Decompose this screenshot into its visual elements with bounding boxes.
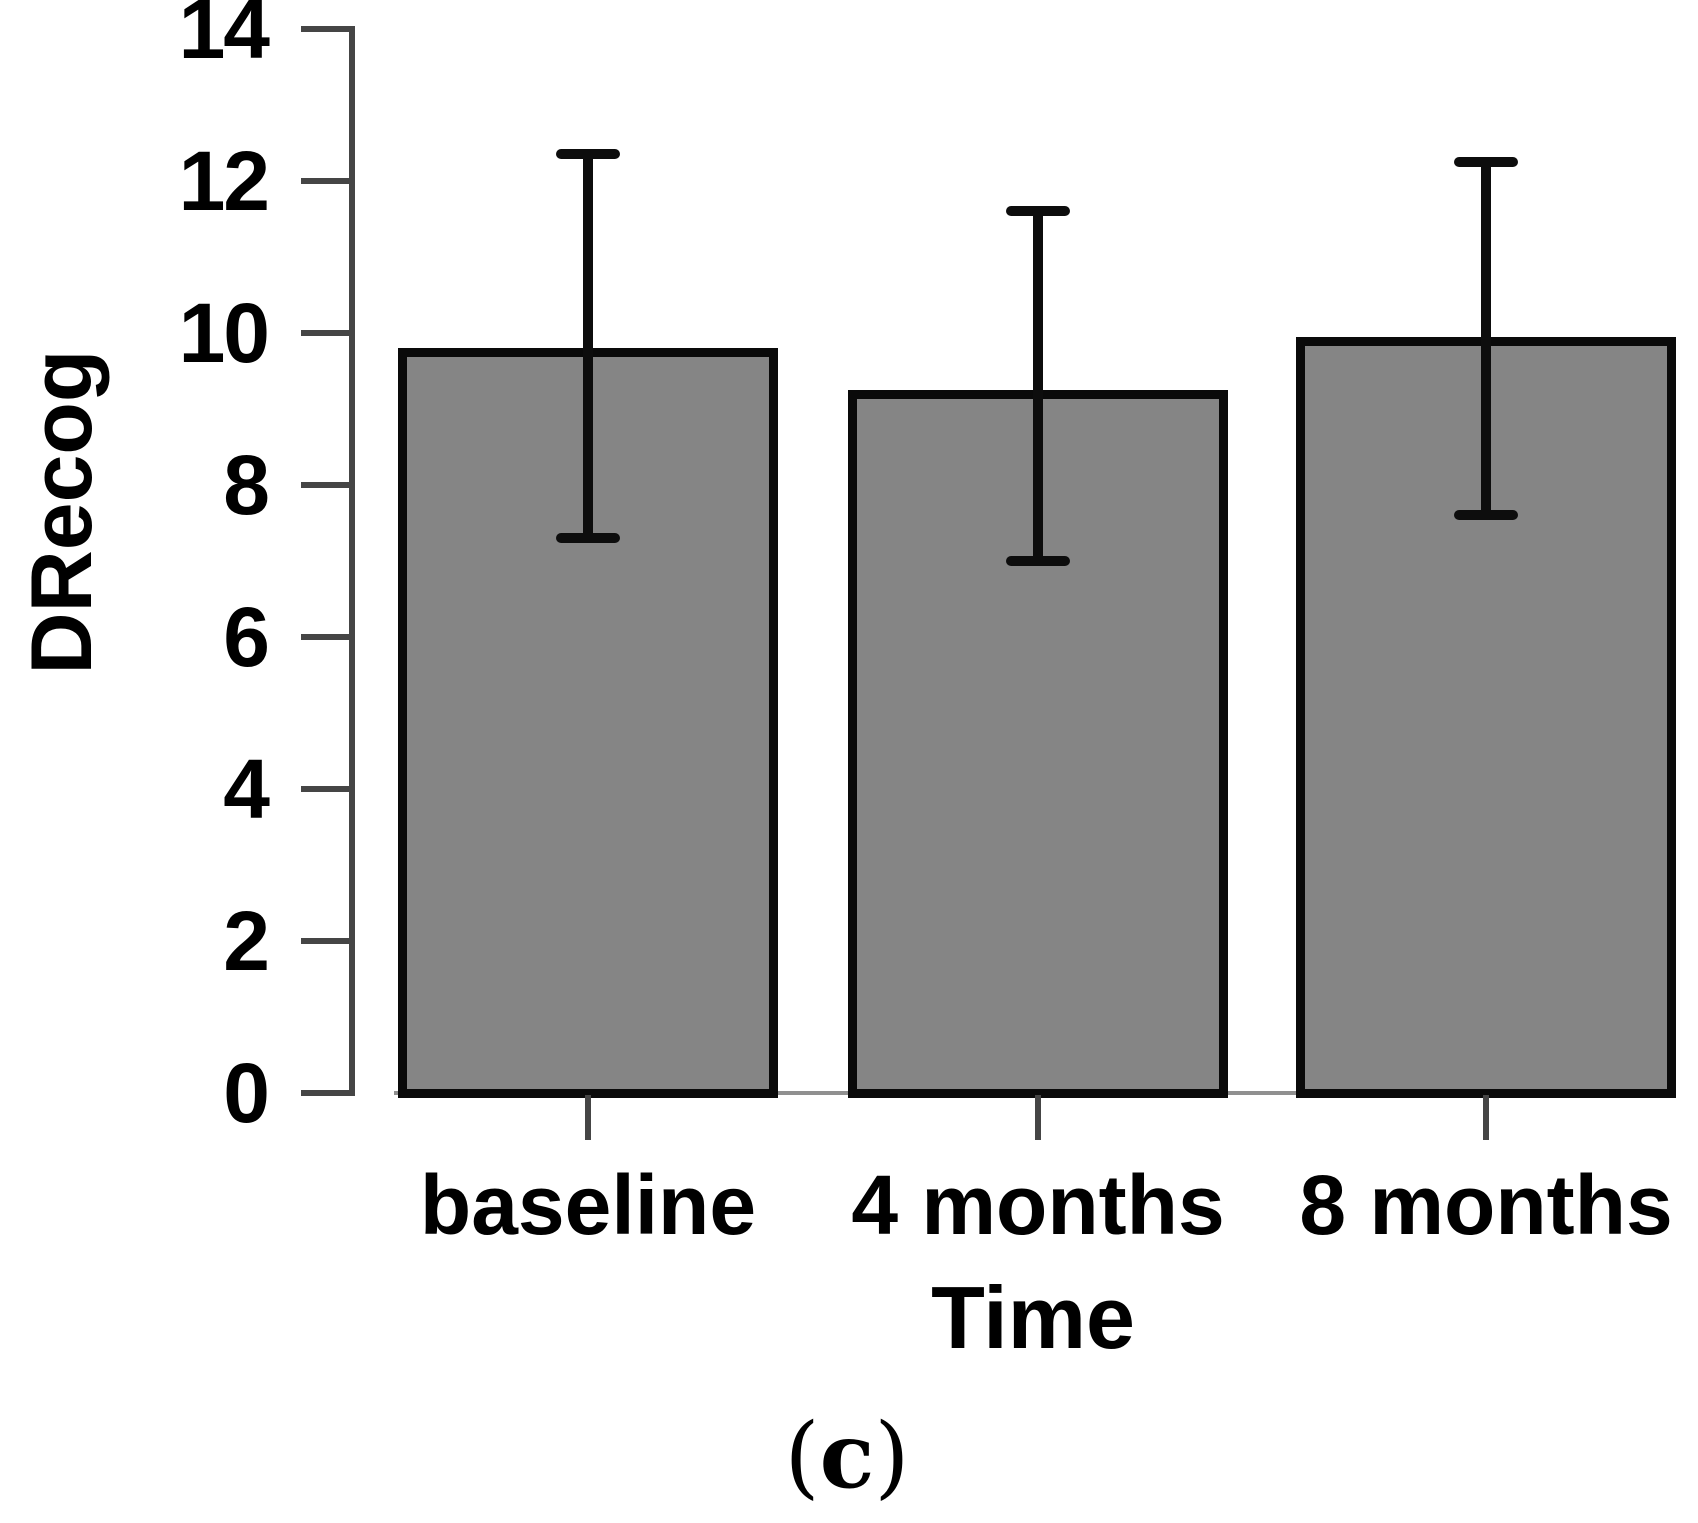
y-tick-14 xyxy=(301,26,349,32)
y-tick-label-0: 0 xyxy=(223,1046,270,1140)
y-tick-2 xyxy=(301,938,349,944)
x-label-4-months: 4 months xyxy=(851,1158,1225,1252)
y-tick-4 xyxy=(301,786,349,792)
error-bar-cap-top-4-months xyxy=(1006,206,1070,217)
y-tick-label-14: 14 xyxy=(178,0,270,76)
y-tick-6 xyxy=(301,634,349,640)
y-tick-8 xyxy=(301,482,349,488)
error-bar-cap-bottom-4-months xyxy=(1006,556,1070,566)
error-bar-cap-bottom-8-months xyxy=(1454,510,1518,521)
error-bar-cap-bottom-baseline xyxy=(556,533,620,544)
caption-paren-open: ( xyxy=(784,1404,820,1509)
y-axis-line xyxy=(349,26,355,1096)
y-axis-title: DRecog xyxy=(14,349,110,675)
x-label-8-months: 8 months xyxy=(1299,1158,1673,1252)
y-tick-label-4: 4 xyxy=(223,742,270,836)
y-tick-label-2: 2 xyxy=(223,894,270,988)
x-label-baseline: baseline xyxy=(419,1158,757,1252)
y-tick-label-10: 10 xyxy=(178,286,270,380)
x-tick-4-months xyxy=(1035,1095,1041,1140)
error-bar-cap-top-baseline xyxy=(556,149,620,160)
error-bar-line-8-months xyxy=(1481,162,1491,516)
error-bar-cap-top-8-months xyxy=(1454,157,1518,167)
error-bar-line-4-months xyxy=(1033,211,1043,561)
x-axis-title: Time xyxy=(931,1268,1135,1367)
x-tick-baseline xyxy=(585,1095,591,1140)
y-tick-label-6: 6 xyxy=(223,590,270,684)
y-tick-0 xyxy=(301,1090,349,1096)
y-tick-label-12: 12 xyxy=(178,134,270,228)
y-tick-10 xyxy=(301,330,349,336)
y-tick-label-8: 8 xyxy=(223,438,270,532)
x-tick-8-months xyxy=(1483,1095,1489,1140)
y-tick-12 xyxy=(301,178,349,184)
caption-letter: c xyxy=(819,1403,875,1509)
figure-caption: (c) xyxy=(647,1408,1047,1505)
error-bar-line-baseline xyxy=(583,154,593,539)
caption-paren-close: ) xyxy=(874,1404,910,1509)
